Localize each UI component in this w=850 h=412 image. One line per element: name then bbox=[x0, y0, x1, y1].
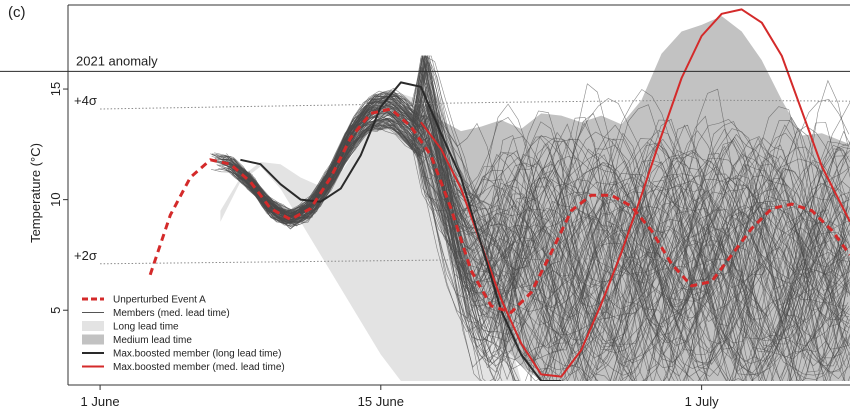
x-tick-label: 15 June bbox=[358, 394, 404, 409]
y-tick-label: 10 bbox=[48, 192, 63, 206]
panel-label: (c) bbox=[8, 4, 26, 21]
members-layer bbox=[210, 54, 850, 381]
member-line bbox=[219, 112, 850, 310]
legend: Unperturbed Event A Members (med. lead ti… bbox=[82, 295, 285, 373]
legend-swatch-long-lead-time bbox=[82, 321, 104, 331]
member-line bbox=[243, 55, 846, 381]
anomaly-label: 2021 anomaly bbox=[76, 53, 158, 68]
member-line bbox=[218, 61, 850, 339]
member-line bbox=[219, 112, 850, 316]
legend-label-unperturbed-event-a: Unperturbed Event A bbox=[113, 295, 206, 306]
y-axis-label: Temperature (°C) bbox=[28, 143, 43, 243]
member-line bbox=[214, 55, 847, 357]
legend-label-max-boosted-member-med-lead-time-: Max.boosted member (med. lead time) bbox=[113, 362, 285, 373]
member-line bbox=[229, 105, 850, 360]
unperturbed-event-a-line bbox=[148, 107, 850, 314]
sigma-label-4: +4σ bbox=[74, 93, 97, 108]
legend-label-long-lead-time: Long lead time bbox=[113, 322, 179, 333]
sigma-label-2: +2σ bbox=[74, 248, 97, 263]
member-line bbox=[241, 57, 850, 350]
x-tick-label: 1 July bbox=[685, 394, 719, 409]
sigma-line-2 bbox=[100, 257, 850, 265]
y-tick-label: 15 bbox=[48, 82, 63, 96]
member-line bbox=[211, 97, 850, 369]
reference-lines-layer bbox=[100, 99, 850, 265]
legend-label-medium-lead-time: Medium lead time bbox=[113, 335, 192, 346]
sigma-line-4 bbox=[100, 99, 850, 110]
legend-label-max-boosted-member-long-lead-time-: Max.boosted member (long lead time) bbox=[113, 349, 281, 360]
series-layer bbox=[148, 8, 850, 381]
legend-swatch-medium-lead-time bbox=[82, 334, 104, 345]
member-line bbox=[249, 118, 832, 381]
member-line bbox=[212, 73, 850, 381]
member-line bbox=[211, 57, 850, 296]
member-line bbox=[248, 100, 850, 381]
max-boosted-member-long-lead-time--line bbox=[240, 81, 562, 381]
max-boosted-member-med-lead-time--line bbox=[420, 8, 850, 378]
member-line bbox=[236, 117, 849, 373]
member-line bbox=[216, 93, 849, 314]
legend-label-members-med-lead-time-: Members (med. lead time) bbox=[113, 308, 230, 319]
y-tick-label: 5 bbox=[48, 307, 63, 314]
x-tick-label: 1 June bbox=[81, 394, 120, 409]
member-line bbox=[225, 111, 818, 381]
member-line bbox=[217, 100, 850, 276]
member-line bbox=[224, 54, 845, 381]
member-line bbox=[236, 100, 848, 318]
axes-layer: 2021 anomaly +4σ +2σ 5 10 15 1 June 15 June 1 Ju… bbox=[0, 4, 850, 409]
